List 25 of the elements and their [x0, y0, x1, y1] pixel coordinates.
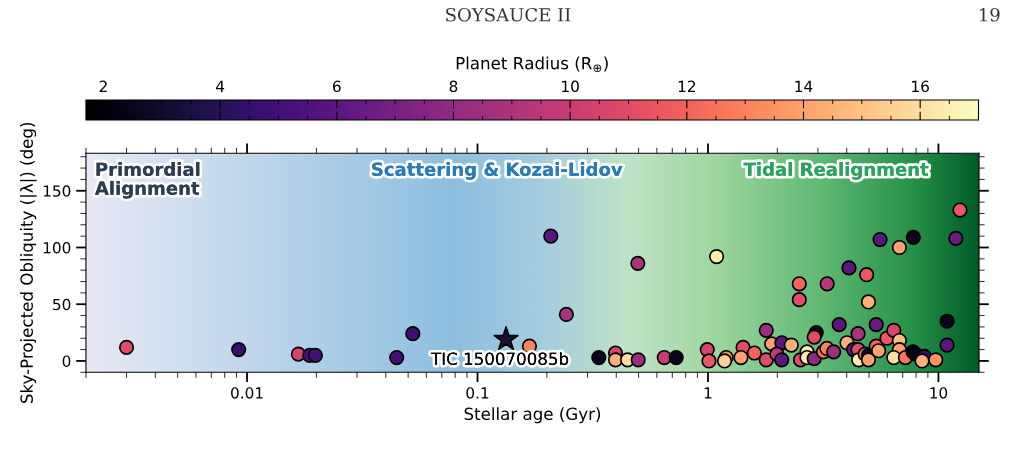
annotation: Primordial Alignment	[94, 162, 200, 199]
annotation: Tidal Realignment	[743, 162, 929, 180]
color-bar-label: 2	[99, 80, 107, 92]
color-bar-label: 4	[216, 80, 225, 92]
text: 19	[979, 7, 1000, 22]
color-bar-label: 16	[912, 80, 929, 93]
text: SOYSAUCE II	[446, 7, 571, 22]
color-bar-label: 12	[678, 80, 696, 92]
annotation: Scattering & Kozai-Lidov	[372, 162, 623, 180]
x-tick-label: 1	[704, 387, 712, 399]
y-tick-label: 150	[43, 185, 71, 197]
y-tick-label: 50	[53, 298, 71, 311]
color-bar-label: 14	[795, 80, 813, 92]
color-bar-label: 8	[449, 80, 458, 93]
x-axis-title: Stellar age (Gyr)	[464, 407, 601, 424]
x-tick-label: 0.1	[466, 387, 489, 399]
color-bar-label: 10	[562, 80, 579, 93]
x-tick-label: 0.01	[231, 387, 263, 399]
x-tick-label: 10	[930, 387, 948, 399]
annotation: TIC 150070085b	[431, 352, 569, 366]
color-bar-label: 6	[333, 80, 341, 93]
color-bar-title: Planet Radius (R$_{⊕}$)	[456, 56, 608, 73]
y-tick-label: 100	[43, 241, 71, 254]
y-tick-label: 0	[62, 355, 71, 367]
y-axis-title: Sky-Projected Obliquity (|λ|) (deg)	[19, 122, 37, 404]
